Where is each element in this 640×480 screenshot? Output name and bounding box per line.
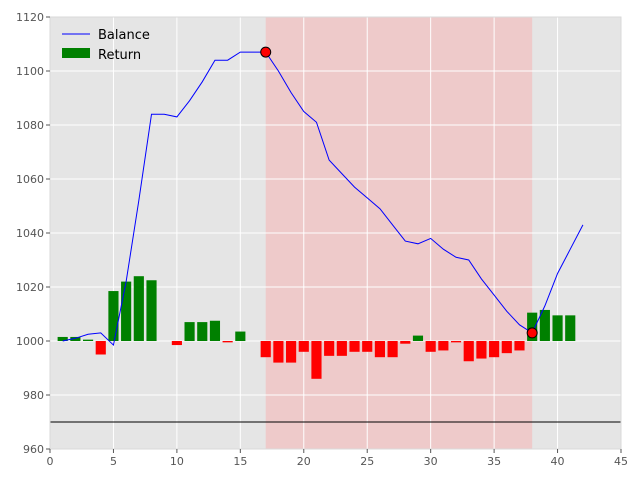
return-bar xyxy=(501,341,512,354)
legend-return-label: Return xyxy=(98,48,141,63)
return-bar xyxy=(197,322,208,341)
return-bar xyxy=(57,336,68,341)
return-bar xyxy=(209,320,221,341)
return-bar xyxy=(184,322,195,341)
return-bar xyxy=(552,315,563,341)
return-bar xyxy=(108,291,119,341)
return-bar xyxy=(298,341,309,352)
balance-line xyxy=(62,51,584,347)
x-tick-label: 0 xyxy=(47,455,54,468)
x-tick-label: 45 xyxy=(614,455,628,468)
y-tick-label: 1040 xyxy=(16,227,44,240)
y-tick-label: 1120 xyxy=(16,11,44,24)
return-bar xyxy=(489,341,500,358)
return-bar xyxy=(70,336,81,341)
x-tick-label: 5 xyxy=(110,455,117,468)
return-bar xyxy=(133,276,144,341)
x-tick-label: 35 xyxy=(487,455,501,468)
y-tick-label: 960 xyxy=(23,443,44,456)
return-bar xyxy=(476,341,487,359)
return-bar xyxy=(463,341,474,362)
return-bar xyxy=(82,339,94,341)
return-bar xyxy=(425,341,436,352)
legend-return-swatch xyxy=(62,48,90,58)
return-bar xyxy=(95,341,106,355)
return-bar xyxy=(336,341,347,356)
y-tick-label: 1000 xyxy=(16,335,44,348)
x-tick-label: 25 xyxy=(360,455,374,468)
return-bar xyxy=(311,341,322,379)
return-bar xyxy=(286,341,297,363)
return-bar xyxy=(362,341,373,352)
return-bar xyxy=(235,331,246,341)
return-bar xyxy=(527,312,538,341)
return-bar xyxy=(450,341,462,343)
y-tick-label: 1020 xyxy=(16,281,44,294)
drawdown-marker xyxy=(526,327,538,339)
drawdown-marker xyxy=(260,46,272,58)
return-bar xyxy=(374,341,385,358)
return-bar xyxy=(400,341,411,344)
y-tick-label: 1060 xyxy=(16,173,44,186)
return-bar xyxy=(349,341,360,352)
return-bar xyxy=(222,341,233,343)
return-bar xyxy=(438,341,449,351)
return-bar xyxy=(514,341,525,351)
legend-balance-label: Balance xyxy=(98,28,150,43)
x-tick-label: 10 xyxy=(170,455,184,468)
return-bar xyxy=(565,315,576,341)
return-bar xyxy=(412,335,424,341)
return-bar xyxy=(324,341,335,356)
return-bar xyxy=(387,341,398,358)
return-bar xyxy=(539,309,550,341)
x-tick-label: 30 xyxy=(424,455,438,468)
y-tick-label: 1100 xyxy=(16,65,44,78)
return-bar xyxy=(121,281,132,341)
return-bar xyxy=(273,341,284,363)
x-tick-label: 20 xyxy=(297,455,311,468)
y-tick-label: 980 xyxy=(23,389,44,402)
x-tick-label: 15 xyxy=(233,455,247,468)
x-tick-label: 40 xyxy=(551,455,565,468)
return-bar xyxy=(171,341,182,346)
return-bar xyxy=(260,341,271,358)
return-bar xyxy=(146,280,157,341)
y-tick-label: 1080 xyxy=(16,119,44,132)
